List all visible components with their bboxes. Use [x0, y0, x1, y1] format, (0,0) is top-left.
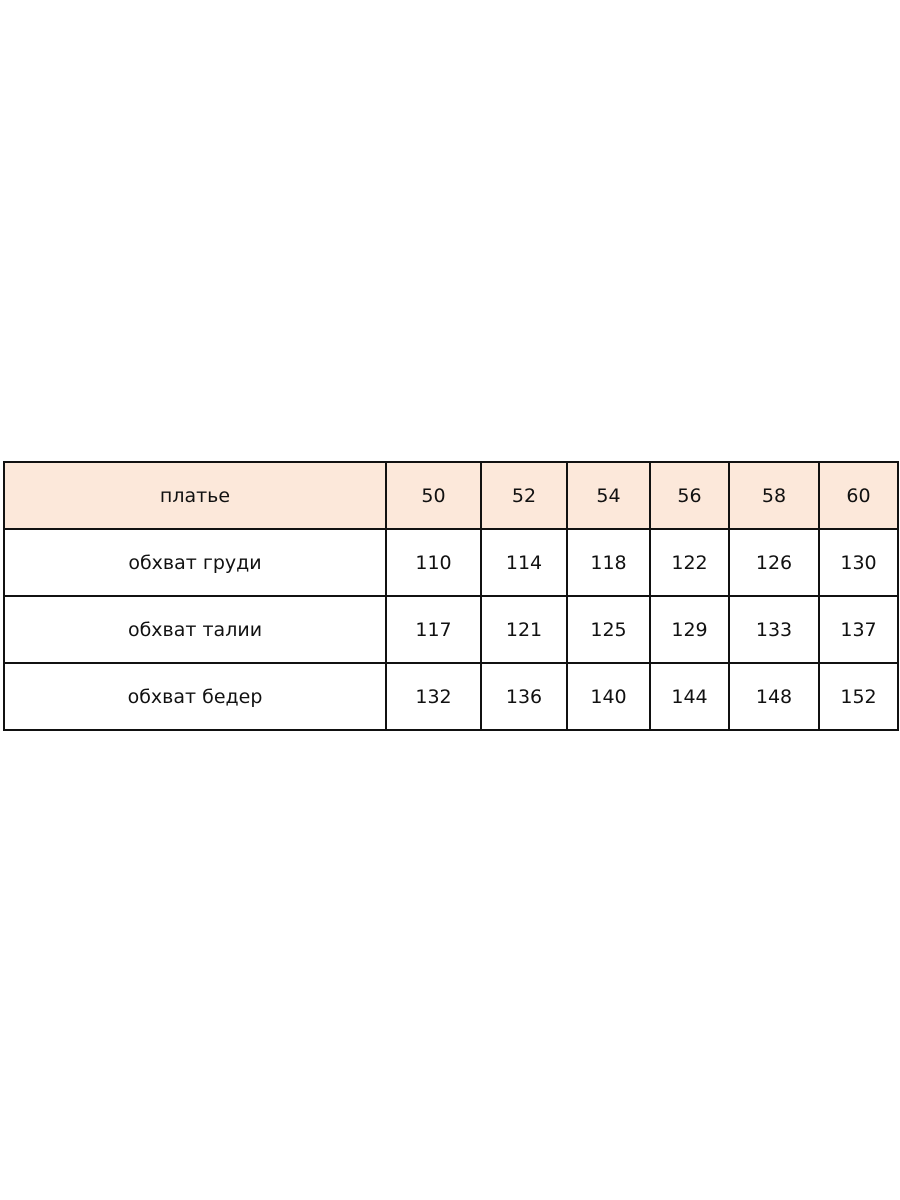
header-row: платье 50 52 54 56 58 60 — [3, 461, 899, 530]
cell: 152 — [818, 662, 899, 731]
cell: 148 — [728, 662, 820, 731]
size-header: 50 — [385, 461, 482, 530]
cell: 132 — [385, 662, 482, 731]
cell: 144 — [649, 662, 730, 731]
size-header: 60 — [818, 461, 899, 530]
cell: 126 — [728, 528, 820, 597]
cell: 129 — [649, 595, 730, 664]
size-chart-table: платье 50 52 54 56 58 60 обхват груди 11… — [3, 461, 899, 731]
table-row: обхват бедер 132 136 140 144 148 152 — [3, 662, 899, 731]
size-header: 52 — [480, 461, 568, 530]
cell: 122 — [649, 528, 730, 597]
header-label: платье — [3, 461, 387, 530]
cell: 140 — [566, 662, 651, 731]
cell: 136 — [480, 662, 568, 731]
size-header: 54 — [566, 461, 651, 530]
row-label: обхват груди — [3, 528, 387, 597]
cell: 118 — [566, 528, 651, 597]
table-row: обхват груди 110 114 118 122 126 130 — [3, 528, 899, 597]
cell: 121 — [480, 595, 568, 664]
cell: 125 — [566, 595, 651, 664]
size-header: 58 — [728, 461, 820, 530]
row-label: обхват бедер — [3, 662, 387, 731]
size-header: 56 — [649, 461, 730, 530]
row-label: обхват талии — [3, 595, 387, 664]
cell: 133 — [728, 595, 820, 664]
table-row: обхват талии 117 121 125 129 133 137 — [3, 595, 899, 664]
cell: 117 — [385, 595, 482, 664]
cell: 130 — [818, 528, 899, 597]
cell: 110 — [385, 528, 482, 597]
cell: 114 — [480, 528, 568, 597]
cell: 137 — [818, 595, 899, 664]
